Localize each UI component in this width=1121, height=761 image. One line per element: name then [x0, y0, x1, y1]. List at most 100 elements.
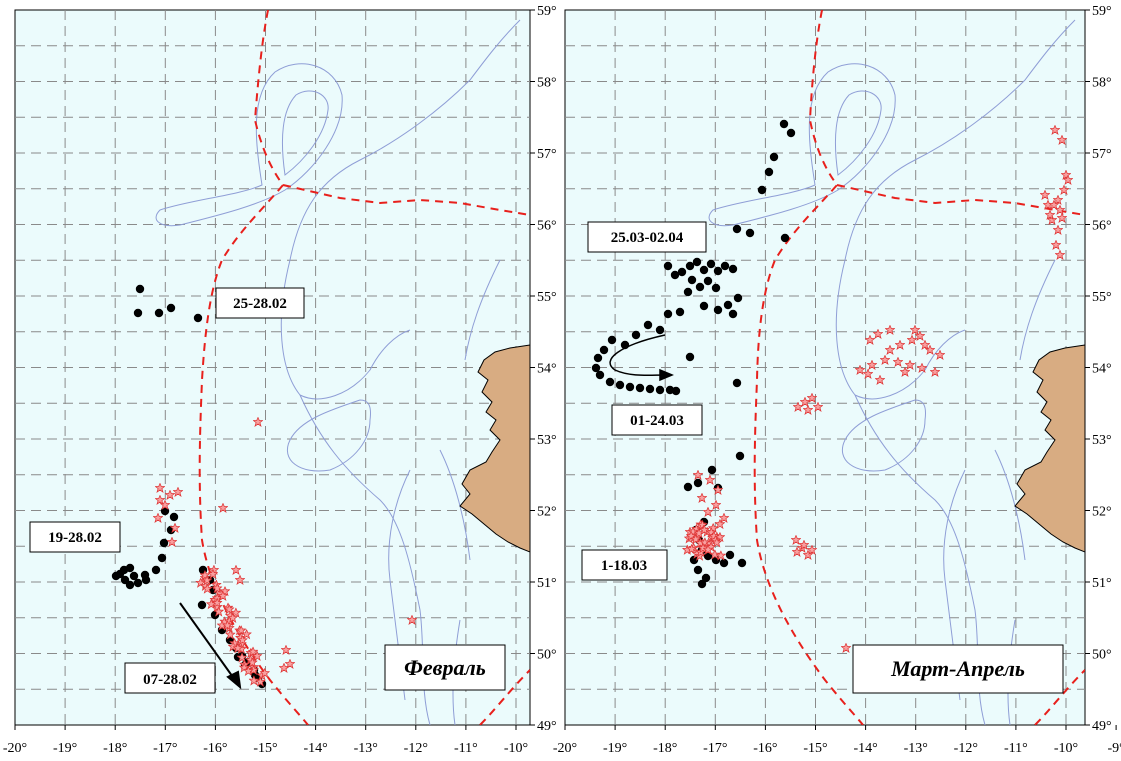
station-dot [707, 465, 717, 475]
station-dot [671, 386, 681, 396]
station-dot [757, 185, 767, 195]
station-dot [693, 565, 703, 575]
station-dot [689, 555, 699, 565]
station-dot [670, 270, 680, 280]
rockall-bank-contour [155, 63, 343, 227]
x-tick-label: -10° [1054, 741, 1078, 756]
map-panel-march-april: 25.03-02.04 01-24.03 1-18.03 Март-Апрель… [553, 4, 1121, 756]
rockall-bank-contour [708, 63, 896, 227]
label-07-28-02: 07-28.02 [124, 662, 216, 694]
station-dot [685, 352, 695, 362]
x-tick-label: -9° [1107, 741, 1121, 756]
y-tick-label: 50° [537, 648, 557, 663]
station-dot [719, 558, 729, 568]
svg-text:07-28.02: 07-28.02 [143, 672, 197, 688]
x-tick-label: -17° [153, 741, 177, 756]
station-dot [735, 451, 745, 461]
station-dot [193, 313, 203, 323]
station-dot [111, 571, 121, 581]
station-dot [599, 345, 609, 355]
station-dot [695, 282, 705, 292]
station-dot [728, 264, 738, 274]
station-dot [615, 380, 625, 390]
x-tick-label: -15° [253, 741, 277, 756]
label-1-18-03: 1-18.03 [581, 549, 668, 581]
station-dot [769, 152, 779, 162]
panel-title-march-april: Март-Апрель [852, 644, 1064, 694]
station-dot [635, 383, 645, 393]
station-dot [703, 276, 713, 286]
station-dot [692, 257, 702, 267]
y-tick-label: 57° [537, 147, 557, 162]
x-tick-label: -14° [853, 741, 877, 756]
station-dot [169, 512, 179, 522]
station-dot [119, 565, 129, 575]
porcupine-bank-contour [287, 399, 371, 472]
panel-title-february: Февраль [384, 644, 506, 691]
isobath-contours [155, 19, 521, 725]
station-dot [595, 370, 605, 380]
y-axis-ticks: 49° 50° 51° 52° 53° 54° 55° 56° 57° 58° 59° [1085, 4, 1112, 734]
station-dot [764, 167, 774, 177]
station-dot [733, 293, 743, 303]
y-tick-label: 53° [1092, 433, 1112, 448]
station-dots [591, 119, 796, 589]
x-tick-label: -13° [904, 741, 928, 756]
station-dot [780, 233, 790, 243]
eez-boundary-lines [753, 10, 1085, 725]
x-tick-label: -14° [303, 741, 327, 756]
x-tick-label: -20° [3, 741, 27, 756]
y-axis-ticks: 49° 50° 51° 52° 53° 54° 55° 56° 57° 58° 59° [530, 4, 557, 734]
graticule-grid [565, 10, 1085, 725]
eez-boundary-lines [198, 10, 530, 725]
station-dot [605, 377, 615, 387]
svg-text:19-28.02: 19-28.02 [48, 530, 102, 546]
rockall-inner-contour [282, 90, 329, 176]
y-tick-label: 52° [1092, 505, 1112, 520]
station-dot [675, 307, 685, 317]
station-dot [591, 363, 601, 373]
station-dot [683, 482, 693, 492]
y-tick-label: 56° [1092, 219, 1112, 234]
station-dot [732, 224, 742, 234]
svg-text:01-24.03: 01-24.03 [630, 413, 684, 429]
porcupine-bank-contour [842, 399, 926, 472]
station-dot [713, 305, 723, 315]
station-dot [151, 565, 161, 575]
station-dot [677, 267, 687, 277]
y-tick-label: 59° [1092, 4, 1112, 19]
y-tick-label: 52° [537, 505, 557, 520]
y-tick-label: 58° [1092, 76, 1112, 91]
x-tick-label: -19° [53, 741, 77, 756]
rockall-inner-contour [835, 90, 882, 176]
station-dot [779, 119, 789, 129]
station-dot [655, 385, 665, 395]
station-dot [166, 303, 176, 313]
label-19-28-02: 19-28.02 [29, 521, 121, 553]
x-tick-label: -20° [553, 741, 577, 756]
x-tick-label: -12° [954, 741, 978, 756]
y-tick-label: 56° [537, 219, 557, 234]
svg-text:25.03-02.04: 25.03-02.04 [611, 230, 684, 246]
y-tick-label: 59° [537, 4, 557, 19]
station-dot [645, 384, 655, 394]
station-dot [593, 353, 603, 363]
station-dot [157, 553, 167, 563]
station-dot [607, 335, 617, 345]
y-tick-label: 53° [537, 433, 557, 448]
station-dot [732, 378, 742, 388]
station-dot [133, 578, 143, 588]
x-tick-label: -19° [603, 741, 627, 756]
y-tick-label: 55° [1092, 290, 1112, 305]
x-tick-label: -16° [753, 741, 777, 756]
y-tick-label: 54° [537, 362, 557, 377]
station-dot [725, 550, 735, 560]
svg-text:25-28.02: 25-28.02 [233, 296, 287, 312]
station-dot [723, 300, 733, 310]
y-tick-label: 57° [1092, 147, 1112, 162]
station-dot [663, 309, 673, 319]
y-tick-label: 55° [537, 290, 557, 305]
y-tick-label: 51° [1092, 576, 1112, 591]
x-tick-label: -11° [454, 741, 478, 756]
